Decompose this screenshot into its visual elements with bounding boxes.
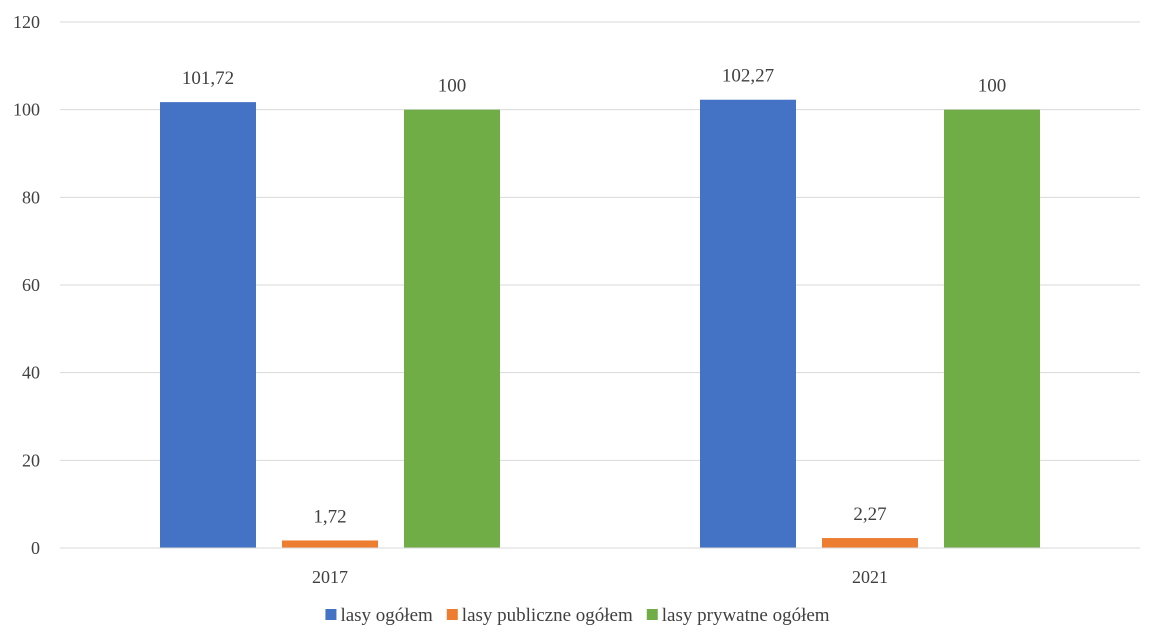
y-tick-label-0: 0 [31,538,40,558]
bar-2017-series-0 [160,102,256,549]
data-label-2021-series-1: 2,27 [853,504,886,525]
y-tick-label-100: 100 [13,100,40,120]
bar-2017-series-1 [282,540,378,548]
data-label-2017-series-2: 100 [438,76,467,97]
y-tick-label-20: 20 [22,450,40,470]
data-label-2021-series-0: 102,27 [722,66,774,87]
legend: lasy ogółem lasy publiczne ogółem lasy pry… [325,605,830,626]
x-axis: 2017 2021 [60,547,1140,587]
y-tick-label-80: 80 [22,187,40,207]
legend-label-1: lasy publiczne ogółem [462,605,633,626]
bar-2021-series-1 [822,538,918,548]
y-tick-label-60: 60 [22,275,40,295]
bar-2017-series-2 [404,109,500,549]
x-category-label-2021: 2021 [852,567,888,587]
bar-2021-series-2 [944,109,1040,549]
legend-swatch-0 [325,609,337,620]
y-tick-label-40: 40 [22,363,40,383]
legend-swatch-2 [646,609,658,620]
legend-swatch-1 [446,609,458,620]
legend-label-0: lasy ogółem [340,605,433,626]
bars [160,99,1040,549]
data-label-2017-series-0: 101,72 [182,68,234,89]
y-tick-label-120: 120 [13,12,40,32]
legend-label-2: lasy prywatne ogółem [662,605,830,626]
data-label-2017-series-1: 1,72 [313,506,346,527]
y-axis-ticks: 0 20 40 60 80 100 120 [13,12,40,558]
data-label-2021-series-2: 100 [978,76,1007,97]
bar-2021-series-0 [700,99,796,549]
data-labels: 101,72 1,72 100 102,27 2,27 100 [182,66,1006,528]
x-category-label-2017: 2017 [312,567,348,587]
